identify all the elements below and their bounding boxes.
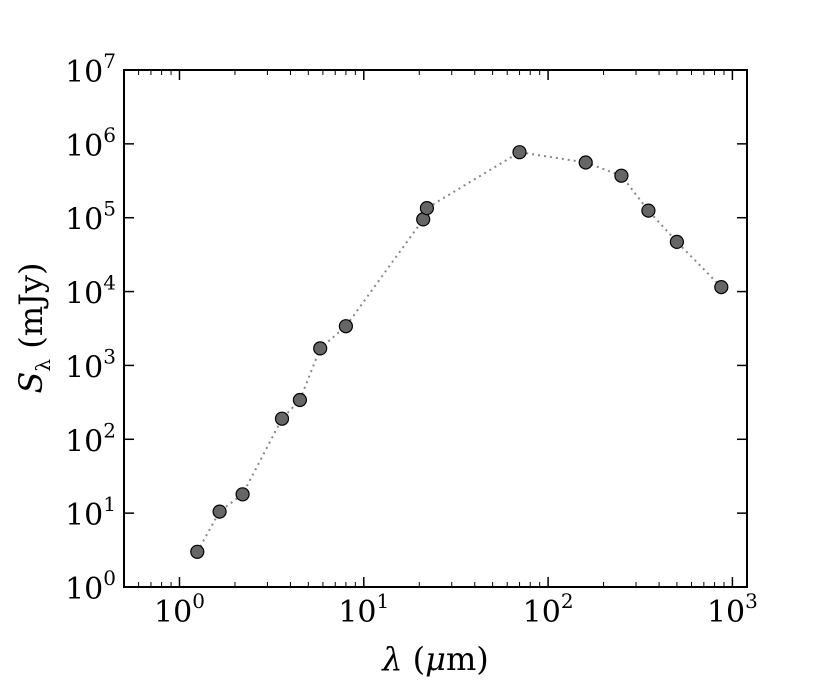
data-point [235,487,250,502]
y-tick-label: 106 [65,123,116,164]
y-axis-label: Sλ (mJy) [12,263,55,394]
data-point [512,145,527,160]
y-tick-label: 104 [65,271,116,312]
data-point [313,341,328,356]
data-points [190,145,729,559]
data-point [419,201,434,216]
y-tick-label: 107 [65,49,116,90]
y-tick-label: 105 [65,197,116,238]
data-point [714,280,729,295]
x-tick-labels: 100 101 102 103 [154,589,758,630]
plot-frame [123,69,748,588]
data-point [292,392,307,408]
y-tick-label: 103 [65,344,116,385]
plot-area [123,69,748,588]
data-point [274,411,290,426]
data-point [669,234,685,249]
data-point [578,155,593,170]
y-tick-label: 101 [65,492,116,533]
x-tick-label: 102 [523,589,574,630]
x-tick-label: 103 [707,589,758,630]
data-point [338,319,353,334]
data-point [641,203,656,218]
x-tick-label: 100 [154,589,205,630]
x-axis-label: λ (μm) [380,640,489,678]
x-tick-label: 101 [338,589,389,630]
data-point [212,504,227,519]
y-tick-labels: 100 101 102 103 104 105 106 107 [65,49,116,607]
data-point [190,544,205,559]
data-point [614,168,629,183]
series-line [196,151,723,553]
minor-ticks [123,70,725,587]
y-tick-label: 102 [65,418,116,459]
major-ticks [124,69,747,588]
y-tick-label: 100 [65,566,116,607]
